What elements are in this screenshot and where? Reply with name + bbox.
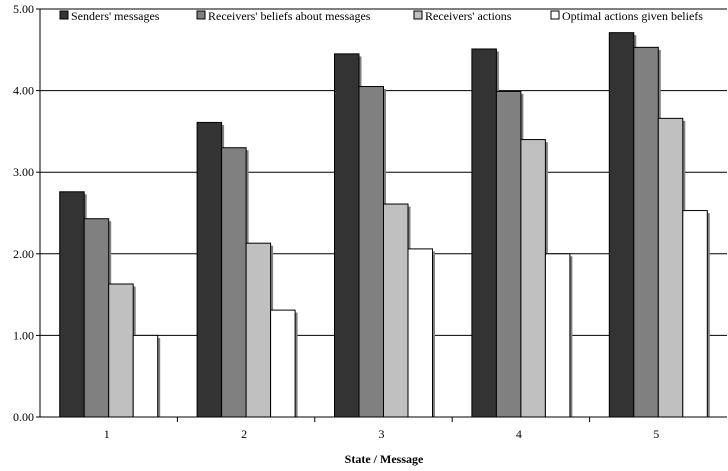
y-tick-label: 0.00 [13, 410, 34, 424]
bar [83, 218, 110, 418]
x-tick-label: 1 [104, 427, 110, 441]
bar [657, 117, 684, 418]
y-tick-label: 1.00 [13, 328, 34, 342]
x-tick-label: 5 [653, 427, 659, 441]
bar [108, 283, 134, 418]
axes [36, 8, 727, 422]
legend-swatch [59, 10, 69, 20]
x-tick-label: 4 [516, 427, 522, 441]
legend-label: Receivers' actions [425, 9, 512, 23]
y-tick-label: 4.00 [13, 84, 34, 98]
bar [383, 203, 409, 418]
x-tick-labels: 1 2 3 4 5 [104, 427, 660, 441]
bar [471, 48, 497, 418]
x-tick-label: 2 [241, 427, 247, 441]
legend-label: Receivers' beliefs about messages [208, 9, 371, 23]
bar [358, 86, 384, 418]
bar [270, 309, 296, 418]
bar [334, 53, 360, 418]
bar [608, 32, 635, 418]
bar [682, 210, 708, 418]
bar [520, 139, 546, 418]
bar [245, 242, 272, 418]
bar [59, 191, 85, 418]
bars [59, 32, 710, 418]
y-tick-label: 2.00 [13, 247, 34, 261]
y-tick-labels: 0.00 1.00 2.00 3.00 4.00 5.00 [13, 2, 34, 424]
y-tick-label: 5.00 [13, 2, 34, 16]
bar [221, 147, 247, 418]
bar [544, 253, 571, 418]
bar [132, 334, 159, 418]
legend-swatch [196, 10, 206, 20]
legend-label: Senders' messages [71, 9, 160, 23]
bar [196, 121, 223, 418]
legend-label: Optimal actions given beliefs [562, 9, 703, 23]
legend-swatch [413, 10, 423, 20]
bar [633, 46, 659, 418]
x-axis-title: State / Message [345, 452, 424, 466]
y-tick-label: 3.00 [13, 165, 34, 179]
legend-swatch [550, 10, 560, 20]
x-tick-label: 3 [379, 427, 385, 441]
legend: Senders' messages Receivers' beliefs abou… [59, 9, 703, 23]
bar [495, 90, 522, 418]
bar [407, 248, 433, 418]
